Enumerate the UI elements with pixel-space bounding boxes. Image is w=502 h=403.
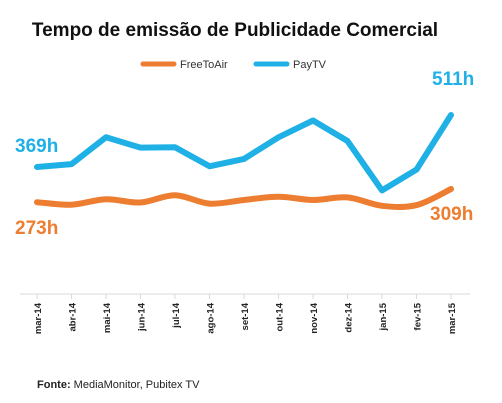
plot-area bbox=[34, 112, 454, 210]
x-tick-label: jun-14 bbox=[137, 302, 148, 332]
x-tick-label: mar-14 bbox=[33, 302, 44, 334]
annotations: 369h 511h 273h 309h bbox=[15, 69, 474, 239]
series-line-paytv bbox=[34, 112, 454, 194]
x-tick-label: jan-15 bbox=[378, 302, 389, 331]
legend-label-paytv: PayTV bbox=[293, 59, 327, 71]
x-tick-label: mai-14 bbox=[102, 302, 113, 333]
x-tick-label: jul-14 bbox=[171, 302, 182, 329]
source-note: Fonte: MediaMonitor, Pubitex TV bbox=[37, 379, 200, 391]
series-line-freetoair bbox=[34, 186, 454, 210]
source-label: Fonte: bbox=[37, 379, 71, 391]
annotation-freetoair-end: 309h bbox=[430, 204, 473, 225]
x-tick-label: fev-15 bbox=[413, 302, 424, 330]
x-axis: mar-14 abr-14 mai-14 jun-14 jul-14 ago-14 set-… bbox=[20, 293, 470, 334]
x-tick-label: out-14 bbox=[275, 302, 286, 331]
x-tick-label: abr-14 bbox=[68, 302, 79, 331]
chart-title: Tempo de emissão de Publicidade Comercia… bbox=[32, 20, 438, 41]
legend-label-freetoair: FreeToAir bbox=[180, 59, 228, 71]
x-tick-label: set-14 bbox=[240, 302, 251, 330]
x-tick-label: nov-14 bbox=[309, 302, 320, 333]
annotation-paytv-end: 511h bbox=[432, 69, 474, 90]
x-tick-label: ago-14 bbox=[206, 302, 217, 333]
annotation-freetoair-start: 273h bbox=[15, 218, 58, 239]
legend: FreeToAir PayTV bbox=[140, 59, 327, 71]
annotation-paytv-start: 369h bbox=[15, 136, 58, 157]
source-text: MediaMonitor, Pubitex TV bbox=[71, 379, 200, 391]
x-tick-label: mar-15 bbox=[447, 302, 458, 334]
x-tick-label: dez-14 bbox=[344, 302, 355, 332]
